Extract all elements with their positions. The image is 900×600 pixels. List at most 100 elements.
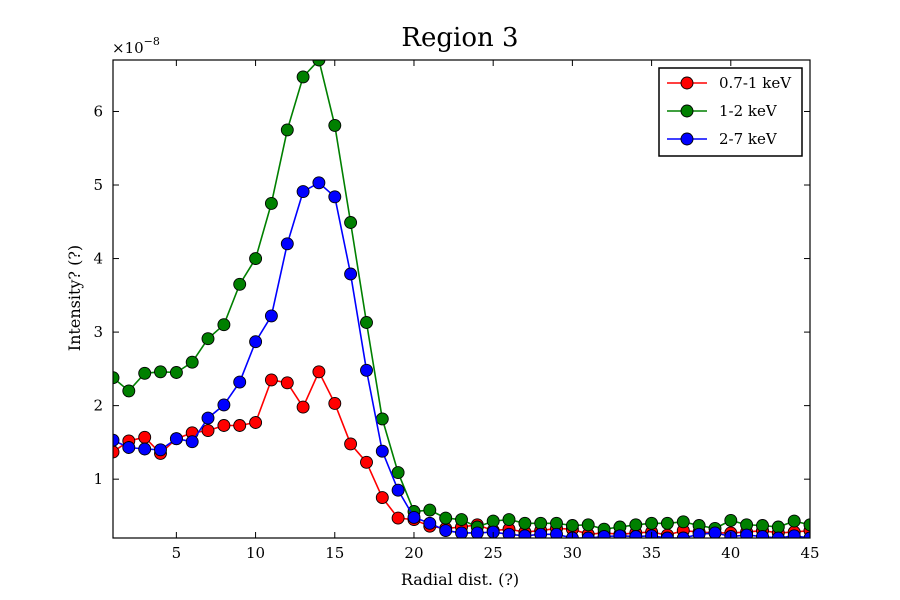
x-tick-label: 40 bbox=[721, 544, 740, 562]
data-point bbox=[328, 118, 342, 132]
x-tick-label: 35 bbox=[642, 544, 661, 562]
data-point bbox=[113, 445, 120, 459]
data-point bbox=[676, 515, 690, 529]
data-point bbox=[645, 516, 659, 530]
data-point bbox=[486, 514, 500, 528]
data-point bbox=[518, 529, 532, 538]
data-point bbox=[280, 376, 294, 390]
series-line-0 bbox=[113, 369, 810, 536]
data-point bbox=[113, 371, 120, 385]
data-point bbox=[217, 318, 231, 332]
data-point bbox=[771, 520, 785, 534]
data-point bbox=[233, 419, 247, 432]
data-point bbox=[296, 70, 310, 84]
data-point bbox=[439, 524, 453, 538]
data-point bbox=[185, 435, 199, 449]
data-point bbox=[264, 309, 278, 323]
data-point bbox=[296, 400, 310, 414]
data-point bbox=[185, 355, 199, 369]
plot-frame bbox=[112, 59, 811, 539]
data-point bbox=[756, 530, 769, 538]
data-point bbox=[676, 531, 690, 538]
x-tick-label: 30 bbox=[563, 544, 582, 562]
data-point bbox=[264, 196, 278, 210]
data-point bbox=[740, 528, 754, 538]
x-tick-label: 25 bbox=[484, 544, 503, 562]
data-point bbox=[407, 510, 421, 524]
data-point bbox=[629, 530, 643, 538]
data-point bbox=[803, 531, 810, 538]
data-point bbox=[296, 185, 310, 199]
x-tick-label: 20 bbox=[404, 544, 423, 562]
data-point bbox=[264, 373, 278, 387]
data-point bbox=[787, 514, 801, 528]
data-point bbox=[138, 430, 152, 444]
data-point bbox=[787, 529, 801, 538]
data-point bbox=[360, 316, 373, 329]
x-axis-label: Radial dist. (?) bbox=[401, 570, 519, 589]
data-point bbox=[724, 513, 738, 527]
data-point bbox=[439, 511, 453, 525]
data-point bbox=[423, 503, 437, 517]
legend-marker bbox=[680, 104, 694, 118]
data-point bbox=[581, 531, 595, 538]
data-point bbox=[502, 513, 516, 527]
data-point bbox=[312, 365, 326, 379]
data-point bbox=[518, 516, 532, 530]
x-tick-label: 10 bbox=[246, 544, 265, 562]
data-point bbox=[534, 516, 548, 530]
legend-entry: 2-7 keV bbox=[719, 130, 778, 148]
data-point bbox=[138, 442, 152, 456]
data-point bbox=[550, 516, 563, 530]
y-tick-label: 1 bbox=[93, 470, 103, 488]
legend-marker bbox=[680, 132, 694, 146]
x-tick-label: 15 bbox=[325, 544, 344, 562]
series-group bbox=[113, 60, 810, 538]
data-point bbox=[312, 176, 326, 190]
data-point bbox=[169, 366, 183, 379]
data-point bbox=[217, 419, 231, 432]
data-point bbox=[550, 527, 563, 538]
data-point bbox=[375, 412, 389, 426]
data-point bbox=[344, 216, 358, 229]
data-point bbox=[391, 511, 405, 525]
data-point bbox=[169, 432, 183, 446]
data-point bbox=[201, 424, 215, 438]
data-point bbox=[708, 526, 722, 538]
data-point bbox=[233, 277, 247, 291]
x-tick-label: 45 bbox=[800, 544, 819, 562]
legend-entry: 0.7-1 keV bbox=[719, 74, 792, 92]
data-point bbox=[629, 518, 643, 532]
data-point bbox=[771, 531, 785, 538]
data-point bbox=[122, 384, 136, 398]
data-point bbox=[375, 491, 389, 505]
data-point bbox=[613, 529, 627, 538]
legend-marker bbox=[680, 76, 694, 90]
data-point bbox=[154, 443, 167, 457]
data-point bbox=[692, 527, 706, 538]
data-point bbox=[344, 267, 358, 281]
data-point bbox=[360, 363, 373, 377]
data-point bbox=[249, 416, 263, 429]
x-tick-label: 5 bbox=[172, 544, 182, 562]
y-tick-label: 5 bbox=[93, 176, 103, 194]
data-point bbox=[344, 437, 358, 451]
data-point bbox=[423, 516, 437, 530]
data-point bbox=[455, 526, 468, 538]
y-tick-label: 2 bbox=[93, 397, 103, 415]
data-point bbox=[113, 433, 120, 447]
data-point bbox=[328, 190, 342, 204]
data-point bbox=[565, 519, 579, 532]
data-point bbox=[312, 60, 326, 67]
data-point bbox=[391, 483, 405, 497]
data-point bbox=[534, 527, 548, 538]
legend: 0.7-1 keV 1-2 keV 2-7 keV bbox=[658, 67, 803, 157]
data-point bbox=[328, 396, 342, 410]
data-point bbox=[280, 123, 294, 137]
data-point bbox=[122, 441, 136, 454]
legend-entry: 1-2 keV bbox=[719, 102, 778, 120]
data-point bbox=[138, 366, 152, 380]
y-tick-label: 3 bbox=[93, 323, 103, 341]
data-point bbox=[249, 252, 263, 266]
